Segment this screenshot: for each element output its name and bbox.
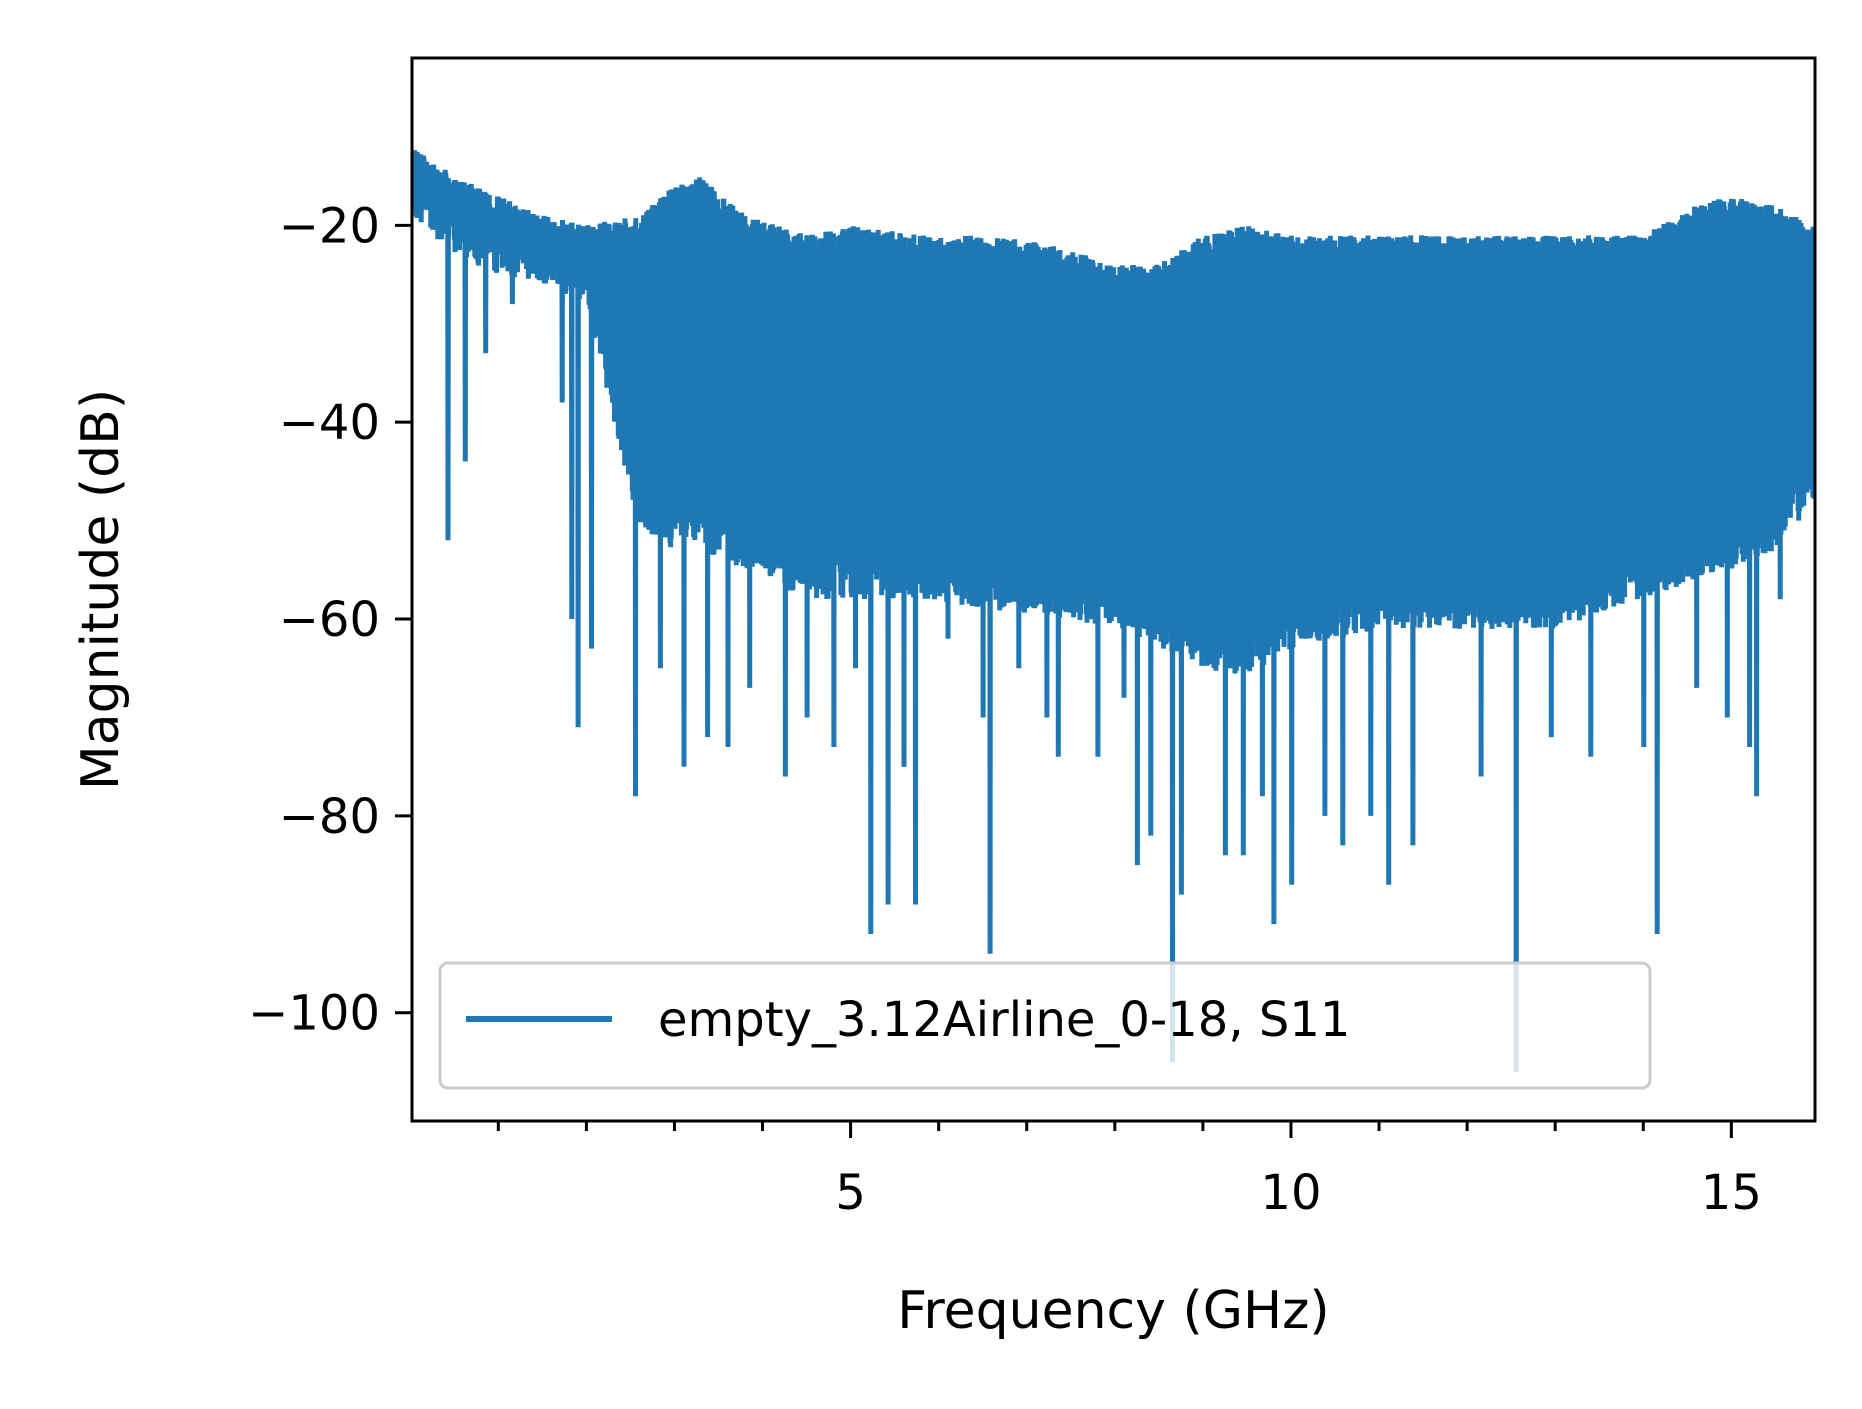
legend: empty_3.12Airline_0-18, S11 — [438, 961, 1652, 1090]
legend-label: empty_3.12Airline_0-18, S11 — [658, 992, 1350, 1048]
plot-area — [412, 150, 1815, 1072]
series-line-s11 — [412, 150, 1815, 1072]
x-tick-label: 10 — [1260, 1165, 1321, 1221]
y-tick-label: −40 — [279, 395, 380, 451]
y-axis: −20 −40 −60 −80 −100 — [248, 198, 412, 1042]
x-axis-title: Frequency (GHz) — [897, 1281, 1329, 1341]
y-tick-label: −100 — [248, 986, 380, 1042]
y-axis-title: Magnitude (dB) — [71, 389, 131, 790]
y-tick-label: −80 — [279, 789, 380, 845]
y-tick-label: −20 — [279, 198, 380, 254]
x-axis: 5 10 15 — [496, 1121, 1762, 1221]
legend-box — [438, 961, 1652, 1090]
y-tick-label: −60 — [279, 592, 380, 648]
x-tick-label: 5 — [835, 1165, 866, 1221]
x-tick-label: 15 — [1701, 1165, 1762, 1221]
